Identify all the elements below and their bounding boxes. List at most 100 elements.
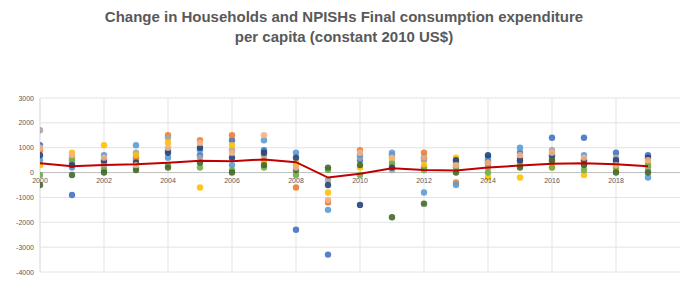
point bbox=[389, 154, 395, 160]
scatter-series bbox=[40, 137, 651, 213]
x-grid-line bbox=[616, 98, 617, 272]
point bbox=[261, 149, 267, 155]
point bbox=[229, 149, 235, 155]
point bbox=[229, 169, 235, 175]
point bbox=[197, 184, 203, 190]
title-line: Change in Households and NPISHs Final co… bbox=[105, 8, 583, 25]
x-tick-label: 2016 bbox=[544, 177, 560, 184]
point bbox=[325, 189, 331, 195]
point bbox=[357, 202, 363, 208]
point bbox=[357, 162, 363, 168]
point bbox=[517, 145, 523, 151]
point bbox=[40, 127, 43, 133]
x-grid-line bbox=[424, 98, 425, 272]
point bbox=[421, 154, 427, 160]
x-grid-line bbox=[488, 98, 489, 272]
point bbox=[517, 174, 523, 180]
point bbox=[549, 135, 555, 141]
point bbox=[485, 169, 491, 175]
x-grid-line bbox=[552, 98, 553, 272]
x-tick-label: 2018 bbox=[608, 177, 624, 184]
y-tick-label: -2000 bbox=[16, 219, 34, 226]
point bbox=[133, 152, 139, 158]
y-tick-label: 0 bbox=[30, 169, 34, 176]
point bbox=[453, 182, 459, 188]
point bbox=[293, 154, 299, 160]
x-grid-line bbox=[360, 98, 361, 272]
y-tick-label: -4000 bbox=[16, 269, 34, 276]
point bbox=[165, 164, 171, 170]
point bbox=[197, 140, 203, 146]
title-line: per capita (constant 2010 US$) bbox=[235, 28, 453, 45]
point bbox=[325, 164, 331, 170]
title: Change in Households and NPISHs Final co… bbox=[105, 8, 583, 45]
point bbox=[229, 142, 235, 148]
point bbox=[293, 184, 299, 190]
point bbox=[69, 192, 75, 198]
grid bbox=[40, 98, 680, 272]
point bbox=[293, 164, 299, 170]
x-tick-label: 2010 bbox=[352, 177, 368, 184]
point bbox=[581, 135, 587, 141]
scatter-series bbox=[40, 145, 651, 209]
point bbox=[549, 149, 555, 155]
point bbox=[101, 169, 107, 175]
point bbox=[517, 152, 523, 158]
scatter-series bbox=[40, 135, 651, 258]
scatter-series bbox=[40, 140, 651, 196]
point bbox=[421, 154, 427, 160]
point bbox=[613, 169, 619, 175]
point bbox=[40, 145, 43, 151]
scatter-series bbox=[40, 132, 651, 206]
point bbox=[101, 154, 107, 160]
background bbox=[0, 0, 688, 284]
plot-area bbox=[40, 127, 651, 258]
point bbox=[549, 164, 555, 170]
x-grid-line bbox=[168, 98, 169, 272]
point bbox=[453, 162, 459, 168]
average-line bbox=[40, 159, 648, 177]
x-tick-label: 2008 bbox=[288, 177, 304, 184]
point bbox=[325, 182, 331, 188]
point bbox=[325, 251, 331, 257]
point bbox=[485, 152, 491, 158]
x-tick-label: 2000 bbox=[32, 177, 48, 184]
point bbox=[229, 132, 235, 138]
point bbox=[389, 154, 395, 160]
point bbox=[40, 152, 43, 158]
scatter-series bbox=[40, 127, 651, 183]
point bbox=[165, 145, 171, 151]
point bbox=[261, 162, 267, 168]
point bbox=[293, 227, 299, 233]
x-grid-line bbox=[104, 98, 105, 272]
point bbox=[325, 197, 331, 203]
point bbox=[261, 132, 267, 138]
point bbox=[389, 214, 395, 220]
point bbox=[485, 159, 491, 165]
point bbox=[549, 157, 555, 163]
point bbox=[357, 149, 363, 155]
y-tick-label: 2000 bbox=[18, 119, 34, 126]
x-tick-label: 2004 bbox=[160, 177, 176, 184]
point bbox=[133, 142, 139, 148]
point bbox=[69, 152, 75, 158]
point bbox=[581, 154, 587, 160]
point bbox=[645, 157, 651, 163]
point bbox=[549, 164, 555, 170]
point bbox=[325, 207, 331, 213]
point bbox=[421, 200, 427, 206]
scatter-series bbox=[40, 157, 651, 178]
point bbox=[645, 169, 651, 175]
y-tick-label: 1000 bbox=[18, 144, 34, 151]
y-tick-label: -3000 bbox=[16, 244, 34, 251]
x-grid-line bbox=[232, 98, 233, 272]
chart: Change in Households and NPISHs Final co… bbox=[0, 0, 688, 284]
y-tick-label: -1000 bbox=[16, 194, 34, 201]
x-tick-label: 2006 bbox=[224, 177, 240, 184]
point bbox=[453, 162, 459, 168]
point bbox=[69, 172, 75, 178]
point bbox=[421, 189, 427, 195]
point bbox=[101, 142, 107, 148]
x-tick-label: 2012 bbox=[416, 177, 432, 184]
scatter-series bbox=[40, 132, 651, 203]
